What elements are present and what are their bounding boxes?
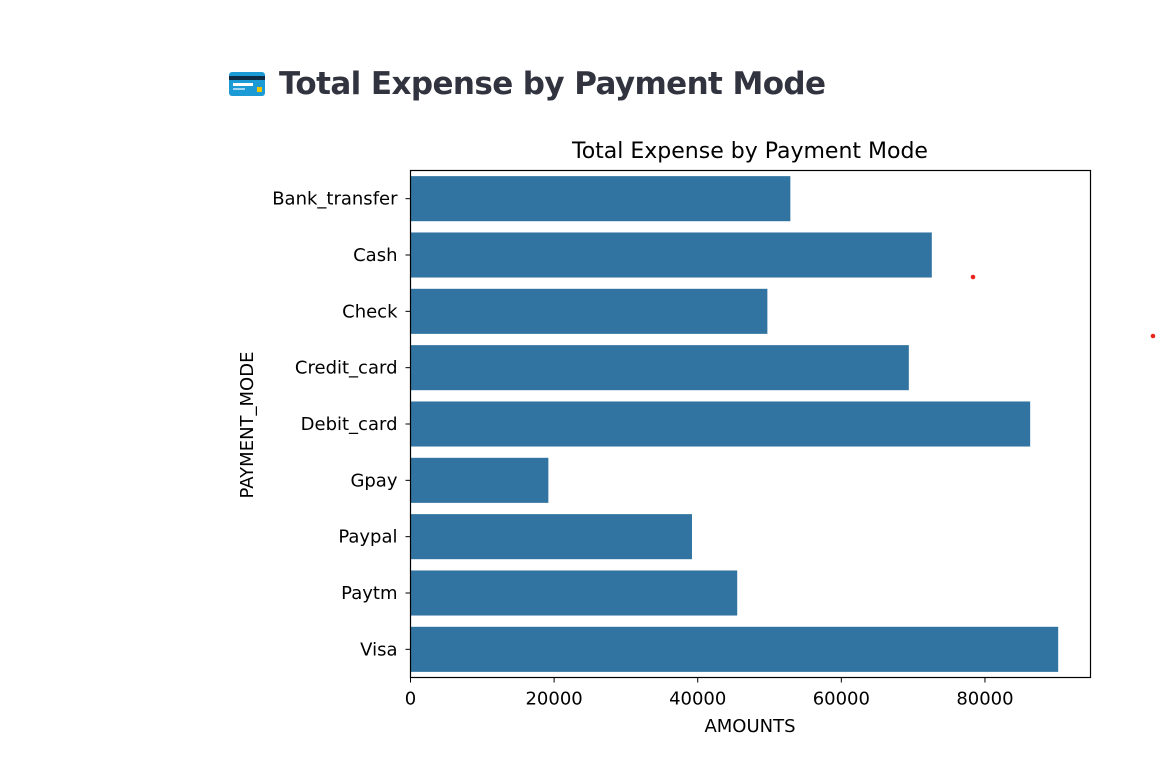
bars-layer <box>410 176 1059 672</box>
y-tick-label: Paytm <box>341 583 397 604</box>
bar <box>410 626 1059 672</box>
x-tick-label: 80000 <box>956 689 1013 710</box>
page-title: Total Expense by Payment Mode <box>279 66 826 102</box>
plot-frame <box>409 169 1092 679</box>
y-tick-label: Visa <box>360 639 397 660</box>
y-tick-label: Check <box>342 301 398 322</box>
x-tick-label: 0 <box>405 689 416 710</box>
credit-card-icon <box>229 72 265 96</box>
y-tick-label: Gpay <box>350 470 397 491</box>
axes-layer: Bank_transfer Cash Check Credit_card Debit_c… <box>272 189 1013 710</box>
bar <box>410 457 549 503</box>
bar <box>410 232 932 278</box>
y-tick-label: Paypal <box>338 527 397 548</box>
y-tick-label: Bank_transfer <box>272 189 398 210</box>
x-tick-label: 60000 <box>813 689 870 710</box>
x-tick-label: 20000 <box>525 689 582 710</box>
bar <box>410 570 738 616</box>
y-axis-label: PAYMENT_MODE <box>237 352 258 499</box>
y-tick-label: Debit_card <box>301 414 398 435</box>
marker-dot <box>1150 333 1156 339</box>
x-axis-label: AMOUNTS <box>704 716 795 737</box>
marker-dot <box>970 274 976 280</box>
chart-title: Total Expense by Payment Mode <box>571 139 928 164</box>
bar <box>410 288 768 334</box>
bar <box>410 345 909 391</box>
x-tick-label: 40000 <box>669 689 726 710</box>
page-header: Total Expense by Payment Mode <box>229 66 826 102</box>
bar <box>410 401 1031 447</box>
bar <box>410 176 791 222</box>
bar <box>410 514 692 560</box>
y-tick-label: Credit_card <box>295 358 398 379</box>
y-tick-label: Cash <box>353 245 397 266</box>
